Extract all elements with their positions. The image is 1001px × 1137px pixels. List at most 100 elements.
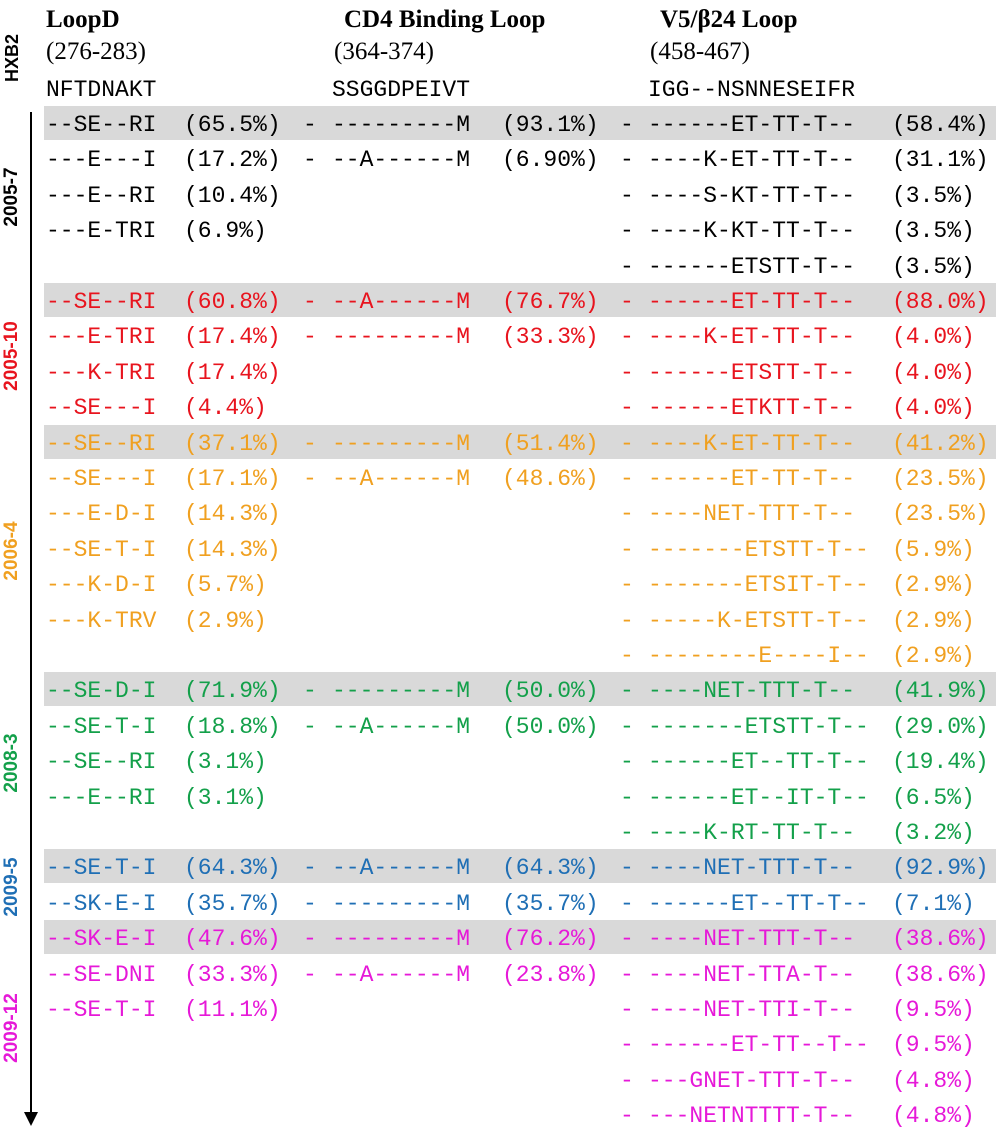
column-separator: - [303,713,317,740]
cd4-variant-frequency: (50.0%) [502,713,599,740]
v5-variant-frequency: (4.0%) [892,395,975,422]
dominant-variant-band [44,849,996,884]
v5-variant-seq: ------ET-TT-T-- [648,466,856,492]
loopd-variant-frequency: (37.1%) [184,430,281,457]
cd4-variant-seq: --A------M [332,289,471,315]
column-separator: - [303,890,317,917]
v5-variant-frequency: (9.5%) [892,1032,975,1059]
time-axis-arrow-icon [24,1112,38,1126]
loopd-variant-frequency: (18.8%) [184,713,281,740]
v5-variant-seq: ------ET--TT-T-- [648,749,869,776]
v5-variant-frequency: (9.5%) [892,997,975,1023]
v5-variant-seq: -------ETSTT-T-- [648,713,869,740]
loopd-variant-frequency: (17.1%) [184,466,281,492]
column-separator: - [620,749,634,776]
loopd-variant-seq: --SE-D-I [46,678,157,705]
column-separator: - [620,395,634,422]
cd4-variant-frequency: (51.4%) [502,430,599,457]
cd4-variant-frequency: (35.7%) [502,890,599,917]
v5-variant-seq: ----K-ET-TT-T-- [648,324,856,351]
loopd-variant-frequency: (3.1%) [184,784,267,811]
v5-variant-seq: ------ET--IT-T-- [648,784,869,811]
v5-variant-seq: ------ET-TT-T-- [648,112,856,138]
cd4-variant-frequency: (23.8%) [502,961,599,988]
time-axis-line [30,112,32,1117]
loopd-variant-frequency: (6.9%) [184,218,267,245]
column-separator: - [620,253,634,280]
loopd-variant-frequency: (33.3%) [184,961,281,988]
v5-variant-frequency: (29.0%) [892,713,989,740]
cd4-variant-frequency: (93.1%) [502,112,599,138]
v5-variant-seq: ----NET-TTT-T-- [648,501,856,528]
v5-variant-frequency: (23.5%) [892,466,989,492]
v5-variant-frequency: (4.0%) [892,324,975,351]
loopd-variant-frequency: (11.1%) [184,997,281,1023]
v5-variant-frequency: (4.0%) [892,359,975,386]
v5-variant-frequency: (2.9%) [892,643,975,669]
v5-variant-frequency: (41.9%) [892,678,989,705]
cd4-variant-frequency: (6.90%) [502,147,599,174]
loopd-variant-frequency: (17.2%) [184,147,281,174]
loopd-range: (276-283) [46,38,146,65]
v5-variant-frequency: (23.5%) [892,501,989,528]
column-separator: - [620,182,634,209]
cd4-variant-frequency: (64.3%) [502,855,599,882]
loopd-variant-frequency: (17.4%) [184,359,281,386]
column-separator: - [620,926,634,953]
loopd-variant-seq: --SE--RI [46,112,157,138]
loopd-variant-frequency: (17.4%) [184,324,281,351]
v5-variant-frequency: (4.8%) [892,1067,975,1094]
loopd-variant-frequency: (5.7%) [184,572,267,599]
v5-variant-seq: ----K-RT-TT-T-- [648,820,856,846]
loopd-variant-seq: --SK-E-I [46,890,157,917]
v5-variant-seq: -------ETSTT-T-- [648,536,869,563]
loopd-variant-seq: --SE--RI [46,430,157,457]
dominant-variant-band [44,920,996,955]
v5-variant-seq: ------ETSTT-T-- [648,253,856,280]
v5-variant-frequency: (5.9%) [892,536,975,563]
v5-variant-frequency: (7.1%) [892,890,975,917]
v5-variant-frequency: (41.2%) [892,430,989,457]
column-separator: - [620,855,634,882]
v5-variant-frequency: (92.9%) [892,855,989,882]
cd4-variant-seq: --A------M [332,961,471,988]
loopd-variant-frequency: (47.6%) [184,926,281,953]
loopd-title: LoopD [46,6,120,33]
loopd-variant-seq: ---E-TRI [46,218,157,245]
timepoint-label: 2009-5 [1,857,22,917]
column-separator: - [620,572,634,599]
cd4-variant-frequency: (76.2%) [502,926,599,953]
loopd-variant-seq: --SE-T-I [46,713,157,740]
loopd-variant-seq: --SE---I [46,466,157,492]
loopd-variant-seq: ---K-D-I [46,572,157,599]
v5-variant-seq: ----NET-TTT-T-- [648,678,856,705]
loopd-variant-seq: --SK-E-I [46,926,157,953]
v5-variant-frequency: (38.6%) [892,961,989,988]
v5-variant-seq: ------ETSTT-T-- [648,359,856,386]
column-separator: - [620,713,634,740]
column-separator: - [620,324,634,351]
cd4-variant-frequency: (50.0%) [502,678,599,705]
loopd-variant-seq: ---K-TRV [46,607,157,634]
loopd-variant-frequency: (60.8%) [184,289,281,315]
v5-variant-frequency: (3.5%) [892,218,975,245]
cd4-variant-seq: ---------M [332,678,471,705]
column-separator: - [303,324,317,351]
column-separator: - [620,466,634,492]
loopd-variant-frequency: (64.3%) [184,855,281,882]
cd4-variant-seq: --A------M [332,147,471,174]
v5-variant-seq: ----K-ET-TT-T-- [648,430,856,457]
v5-variant-frequency: (2.9%) [892,572,975,599]
dominant-variant-band [44,424,996,459]
cd4-variant-frequency: (48.6%) [502,466,599,492]
column-separator: - [620,997,634,1023]
loopd-variant-seq: --SE--RI [46,289,157,315]
loopd-variant-seq: --SE-DNI [46,961,157,988]
loopd-variant-frequency: (3.1%) [184,749,267,776]
v5-variant-frequency: (4.8%) [892,1103,975,1130]
v5-variant-frequency: (88.0%) [892,289,989,315]
dominant-variant-band [44,106,996,140]
loopd-variant-frequency: (71.9%) [184,678,281,705]
v5-variant-frequency: (19.4%) [892,749,989,776]
